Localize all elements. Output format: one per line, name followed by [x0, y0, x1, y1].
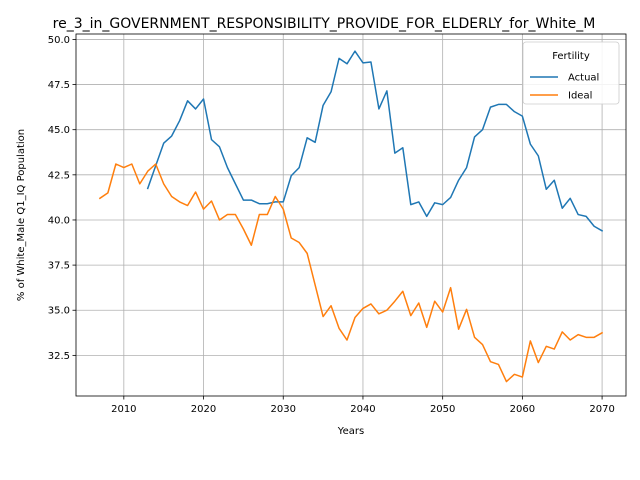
y-tick-label: 32.5	[48, 351, 70, 362]
y-tick-label: 42.5	[48, 170, 70, 181]
x-tick-label: 2070	[589, 404, 614, 415]
chart-title: re_3_in_GOVERNMENT_RESPONSIBILITY_PROVID…	[53, 16, 596, 32]
legend-label-ideal: Ideal	[568, 91, 592, 102]
x-axis-label: Years	[337, 426, 364, 437]
x-axis: 2010 2020 2030 2040 2050 2060 2070	[111, 396, 615, 415]
x-tick-label: 2030	[271, 404, 296, 415]
y-tick-label: 35.0	[48, 306, 70, 317]
y-tick-label: 40.0	[48, 215, 70, 226]
legend-label-actual: Actual	[568, 73, 599, 84]
legend: Fertility Actual Ideal	[523, 42, 619, 104]
series-line-ideal	[100, 164, 602, 382]
x-tick-label: 2040	[350, 404, 375, 415]
y-tick-label: 45.0	[48, 125, 70, 136]
x-tick-label: 2010	[111, 404, 136, 415]
x-tick-label: 2050	[430, 404, 455, 415]
y-axis-label: % of White_Male Q1_IQ Population	[16, 129, 27, 301]
y-tick-label: 50.0	[48, 35, 70, 46]
y-axis: 32.5 35.0 37.5 40.0 42.5 45.0 47.5 50.0	[48, 35, 76, 362]
y-tick-label: 47.5	[48, 80, 70, 91]
x-tick-label: 2020	[191, 404, 216, 415]
legend-title: Fertility	[552, 51, 590, 62]
x-tick-label: 2060	[510, 404, 535, 415]
y-tick-label: 37.5	[48, 261, 70, 272]
